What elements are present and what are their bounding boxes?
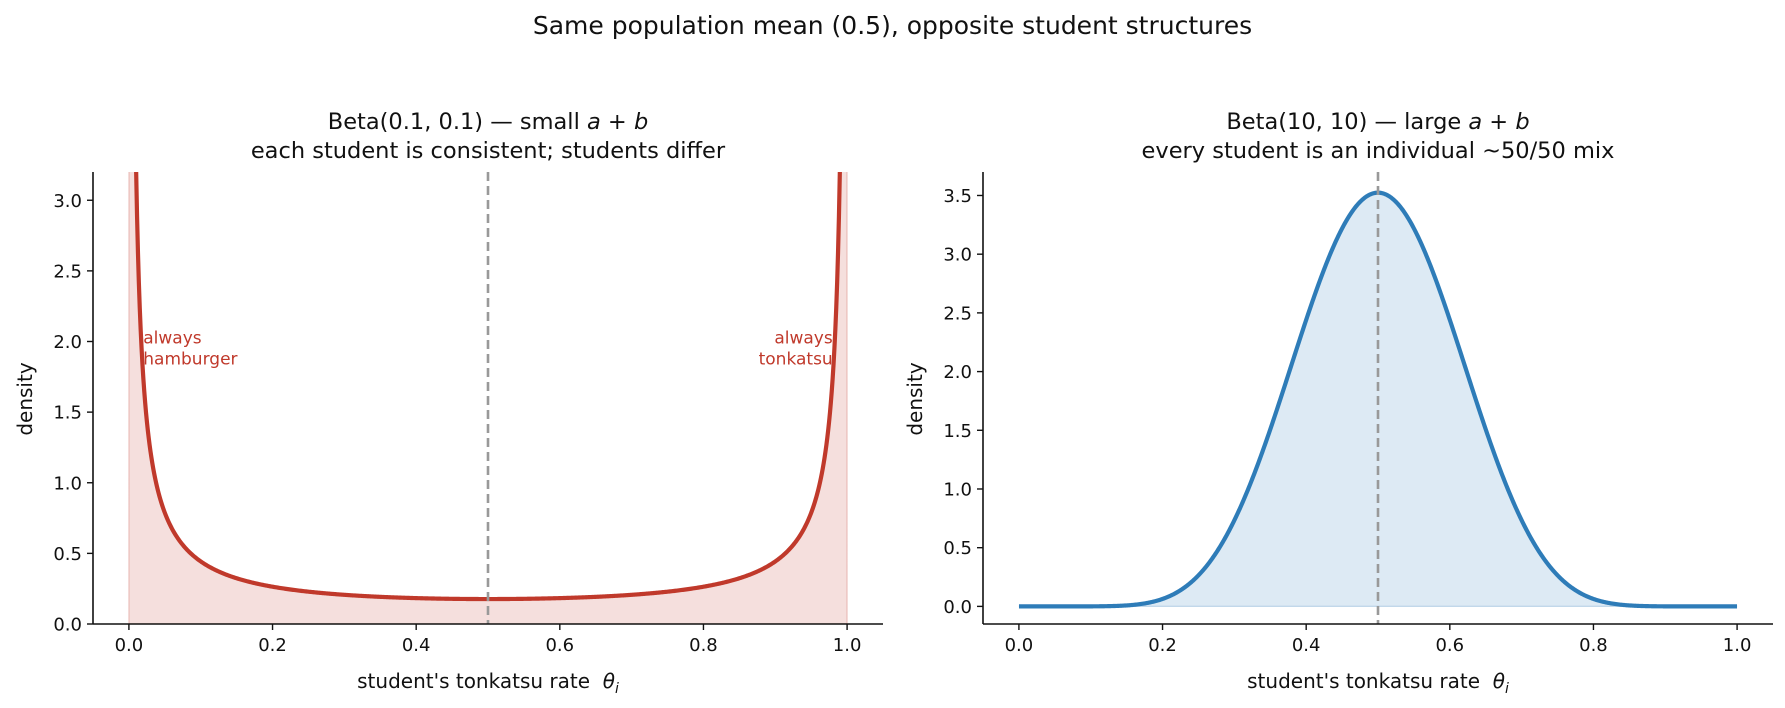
y-tick-label: 3.0	[943, 245, 972, 266]
chart-beta-0.1-0.1: Beta(0.1, 0.1) — small a + b each studen…	[13, 109, 883, 697]
y-tick-label: 2.0	[943, 362, 972, 383]
x-axis-label: student's tonkatsu rate θi	[1247, 669, 1509, 697]
x-tick-label: 0.8	[689, 635, 718, 656]
y-tick-label: 0.5	[53, 544, 82, 565]
y-axis-label: density	[903, 362, 927, 435]
y-axis-label: density	[13, 362, 37, 435]
y-tick-label: 3.5	[943, 186, 972, 207]
chart-subtitle: every student is an individual ~50/50 mi…	[1142, 138, 1615, 164]
y-tick-label: 3.0	[53, 191, 82, 212]
annotation-label: always tonkatsu	[759, 329, 833, 370]
y-tick-label: 2.5	[53, 261, 82, 282]
x-tick-label: 0.4	[402, 635, 431, 656]
x-tick-label: 0.6	[545, 635, 574, 656]
x-tick-label: 0.6	[1435, 635, 1464, 656]
y-tick-label: 0.0	[53, 615, 82, 636]
chart-title: Beta(0.1, 0.1) — small a + b	[328, 109, 648, 135]
y-tick-label: 0.0	[943, 597, 972, 618]
y-tick-label: 1.5	[943, 421, 972, 442]
x-tick-label: 1.0	[1723, 635, 1752, 656]
x-tick-label: 0.2	[1148, 635, 1177, 656]
chart-title-line1: Beta(10, 10) — large	[1226, 109, 1468, 135]
x-tick-label: 0.0	[115, 635, 144, 656]
figure-suptitle: Same population mean (0.5), opposite stu…	[533, 11, 1252, 40]
chart-title-line1: Beta(0.1, 0.1) — small	[328, 109, 587, 135]
chart-title: Beta(10, 10) — large a + b	[1226, 109, 1529, 135]
chart-beta-10-10: Beta(10, 10) — large a + b every student…	[903, 109, 1773, 697]
y-tick-label: 2.5	[943, 303, 972, 324]
annotation-label: always hamburger	[143, 329, 237, 370]
chart-subtitle: each student is consistent; students dif…	[251, 138, 726, 164]
y-tick-label: 0.5	[943, 538, 972, 559]
y-tick-label: 2.0	[53, 332, 82, 353]
y-tick-label: 1.5	[53, 403, 82, 424]
x-tick-label: 0.8	[1579, 635, 1608, 656]
plot-area: 0.0 0.2 0.4 0.6 0.8 1.0 0.0 0.5 1.0 1.5 2.0 2.5 3.0 a…	[53, 172, 883, 656]
plot-area: 0.0 0.2 0.4 0.6 0.8 1.0 0.0 0.5 1.0 1.5 2.0 2.5 3.0 3…	[943, 172, 1773, 656]
y-tick-label: 1.0	[943, 479, 972, 500]
x-tick-label: 1.0	[833, 635, 862, 656]
x-tick-label: 0.0	[1005, 635, 1034, 656]
y-tick-label: 1.0	[53, 473, 82, 494]
x-tick-label: 0.2	[258, 635, 287, 656]
x-axis-label: student's tonkatsu rate θi	[357, 669, 619, 697]
x-tick-label: 0.4	[1292, 635, 1321, 656]
